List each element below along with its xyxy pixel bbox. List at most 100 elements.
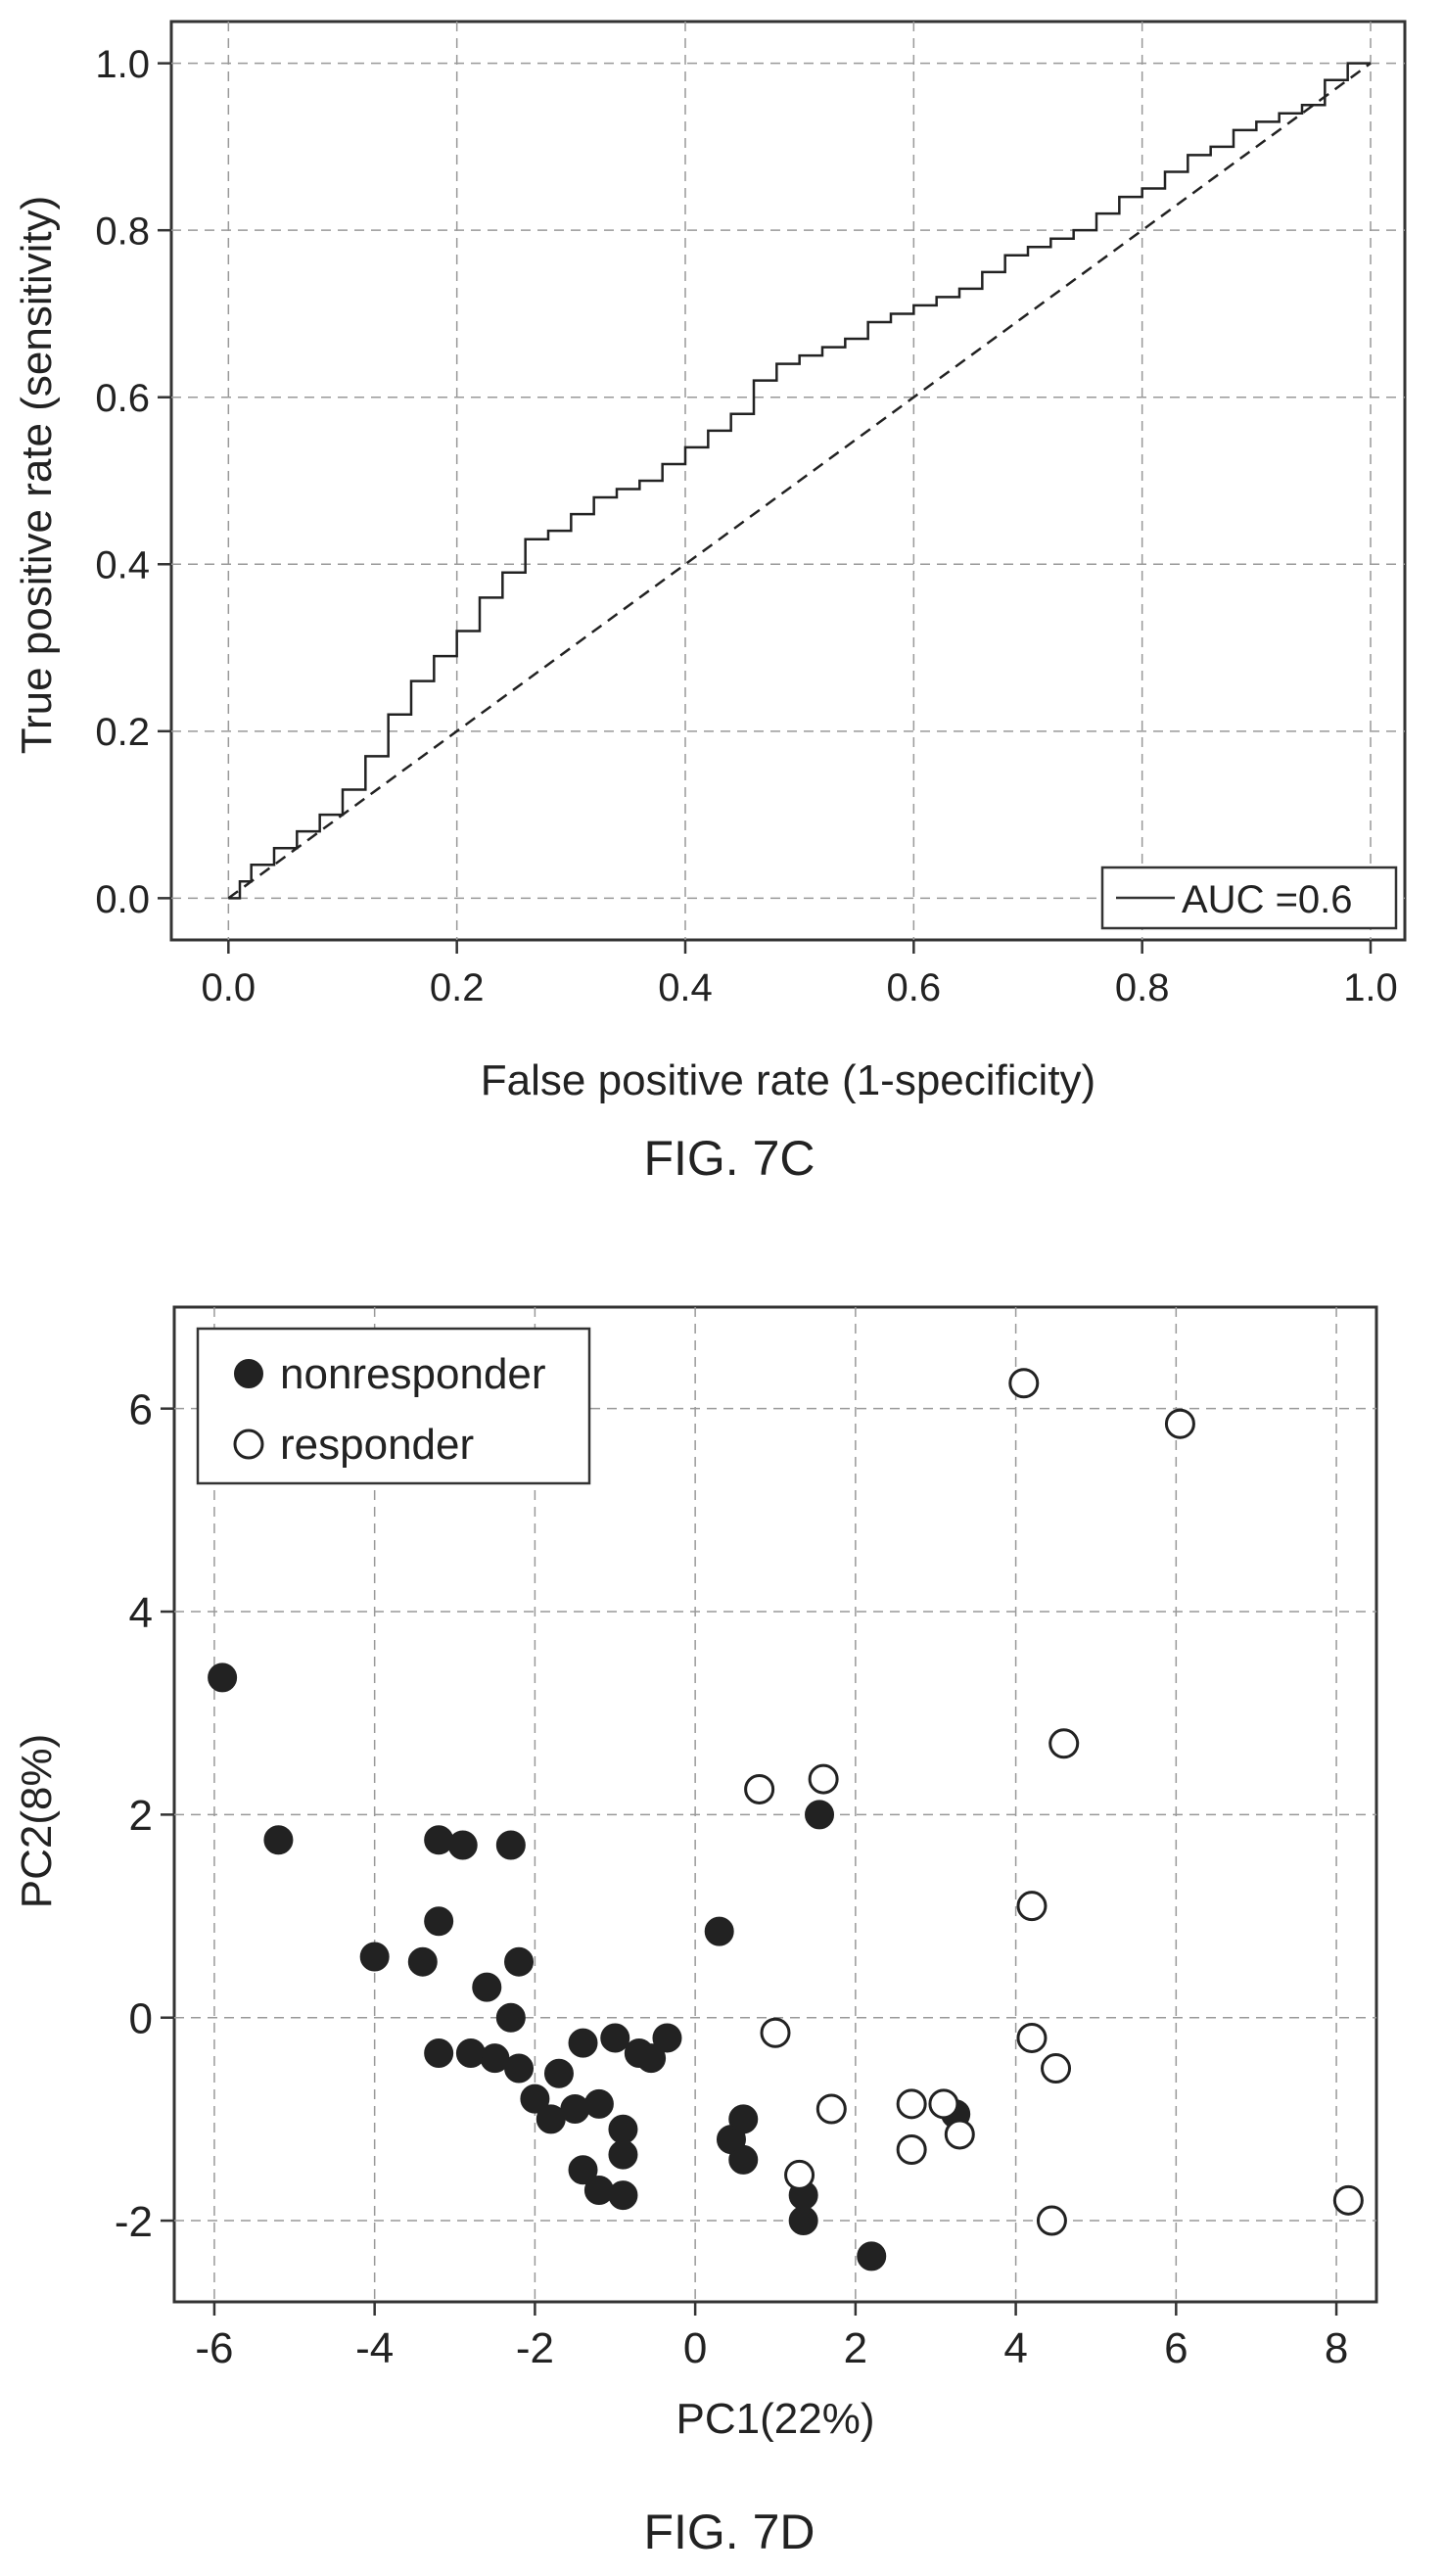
nonresponder-point <box>424 2038 454 2068</box>
x-tick-label: -6 <box>195 2324 233 2372</box>
y-tick-label: 0.0 <box>95 878 150 921</box>
nonresponder-point <box>208 1663 238 1693</box>
responder-point <box>815 2093 847 2125</box>
x-tick-label: 2 <box>844 2324 867 2372</box>
x-tick-label: 0 <box>683 2324 707 2372</box>
x-tick-label: 0.4 <box>658 966 713 1009</box>
y-tick-label: 0.4 <box>95 544 150 587</box>
pca-legend-box <box>196 1327 591 1485</box>
nonresponder-point <box>568 2028 598 2058</box>
diagonal-reference-line <box>227 62 1372 900</box>
nonresponder-point <box>583 2088 614 2119</box>
responder-point <box>928 2088 959 2120</box>
pca-chart: -6 -4 -2 0 2 4 6 8 -2 0 2 4 6 nonresponder responder… <box>13 1305 1378 2559</box>
nonresponder-point <box>652 2023 682 2053</box>
nonresponder-point <box>636 2043 667 2074</box>
nonresponder-point <box>407 1946 438 1977</box>
nonresponder-point <box>608 2180 638 2211</box>
roc-plot-frame <box>169 20 1407 942</box>
responder-point <box>760 2017 791 2048</box>
responder-point <box>1036 2205 1067 2236</box>
x-tick-label: 4 <box>1003 2324 1027 2372</box>
roc-chart: 0.0 0.2 0.4 0.6 0.8 1.0 0.0 0.2 0.4 0.6 0.8 1.0 AUC… <box>13 20 1407 1186</box>
nonresponder-point <box>495 2002 526 2033</box>
pca-legend: nonresponder responder <box>196 1327 591 1485</box>
nonresponder-point <box>543 2058 574 2088</box>
responder-point <box>744 1773 775 1804</box>
responder-point <box>944 2119 975 2150</box>
responder-point <box>896 2088 927 2120</box>
y-tick-label: 0.6 <box>95 377 150 420</box>
nonresponder-point <box>520 2084 550 2114</box>
nonresponder-point <box>263 1825 294 1855</box>
roc-series <box>227 62 1372 900</box>
responder-point <box>1164 1408 1195 1439</box>
nonresponder-point <box>728 2104 759 2134</box>
responder-point <box>1048 1728 1080 1759</box>
responder-point <box>1016 2022 1048 2053</box>
nonresponder-point <box>447 1830 478 1860</box>
nonresponder-point <box>504 2053 535 2084</box>
pca-axes: -6 -4 -2 0 2 4 6 8 -2 0 2 4 6 <box>115 1386 1348 2372</box>
nonresponder-point <box>805 1800 835 1830</box>
y-tick-label: 4 <box>129 1589 153 1637</box>
nonresponder-point <box>857 2241 887 2272</box>
responder-point <box>1016 1891 1048 1922</box>
nonresponder-point <box>608 2139 638 2170</box>
pca-y-axis-label: PC2(8%) <box>13 1734 61 1909</box>
x-tick-label: 1.0 <box>1343 966 1398 1009</box>
nonresponder-point <box>788 2206 818 2236</box>
x-tick-label: 6 <box>1164 2324 1188 2372</box>
legend-marker-responder <box>233 1429 264 1460</box>
pca-legend-label-responder: responder <box>280 1421 474 1469</box>
y-tick-label: -2 <box>115 2198 153 2246</box>
roc-figure-caption: FIG. 7C <box>643 1131 815 1186</box>
pca-series <box>208 1368 1364 2272</box>
responder-point <box>1008 1368 1040 1399</box>
pca-figure-caption: FIG. 7D <box>643 2505 815 2559</box>
roc-legend-label: AUC =0.6 <box>1182 878 1353 921</box>
responder-point <box>1041 2053 1072 2084</box>
roc-y-axis-label: True positive rate (sensitivity) <box>13 196 61 755</box>
pca-x-axis-label: PC1(22%) <box>676 2395 875 2443</box>
roc-curve-line <box>228 62 1371 900</box>
pca-plot-frame <box>172 1305 1378 2304</box>
nonresponder-point <box>568 2155 598 2185</box>
y-tick-label: 2 <box>129 1792 153 1840</box>
responder-point <box>896 2133 927 2165</box>
nonresponder-point <box>600 2023 630 2053</box>
nonresponder-point <box>424 1825 454 1855</box>
responder-point <box>1332 2184 1364 2216</box>
y-tick-label: 0.2 <box>95 711 150 754</box>
roc-axes: 0.0 0.2 0.4 0.6 0.8 1.0 0.0 0.2 0.4 0.6 0.8 1.0 <box>95 43 1397 1009</box>
nonresponder-point <box>504 1946 535 1977</box>
roc-grid <box>171 22 1405 940</box>
nonresponder-point <box>608 2114 638 2144</box>
nonresponder-point <box>704 1916 734 1946</box>
nonresponder-point <box>560 2094 590 2125</box>
nonresponder-point <box>728 2144 759 2175</box>
responder-point <box>808 1763 839 1795</box>
nonresponder-point <box>472 1972 502 2002</box>
x-tick-label: 0.0 <box>202 966 256 1009</box>
y-tick-label: 6 <box>129 1386 153 1434</box>
y-tick-label: 0 <box>129 1995 153 2043</box>
x-tick-label: -2 <box>516 2324 554 2372</box>
nonresponder-point <box>495 1830 526 1860</box>
roc-legend: AUC =0.6 <box>1100 866 1398 930</box>
x-tick-label: 0.8 <box>1115 966 1170 1009</box>
nonresponder-point <box>583 2175 614 2205</box>
roc-x-axis-label: False positive rate (1-specificity) <box>481 1056 1095 1104</box>
responder-point <box>784 2159 815 2190</box>
nonresponder-point <box>455 2038 486 2068</box>
x-tick-label: -4 <box>355 2324 394 2372</box>
pca-grid <box>174 1307 1376 2302</box>
y-tick-label: 1.0 <box>95 43 150 86</box>
x-tick-label: 0.2 <box>430 966 485 1009</box>
nonresponder-point <box>359 1942 390 1972</box>
legend-marker-nonresponder <box>234 1359 263 1388</box>
x-tick-label: 0.6 <box>887 966 942 1009</box>
x-tick-label: 8 <box>1325 2324 1348 2372</box>
y-tick-label: 0.8 <box>95 211 150 254</box>
